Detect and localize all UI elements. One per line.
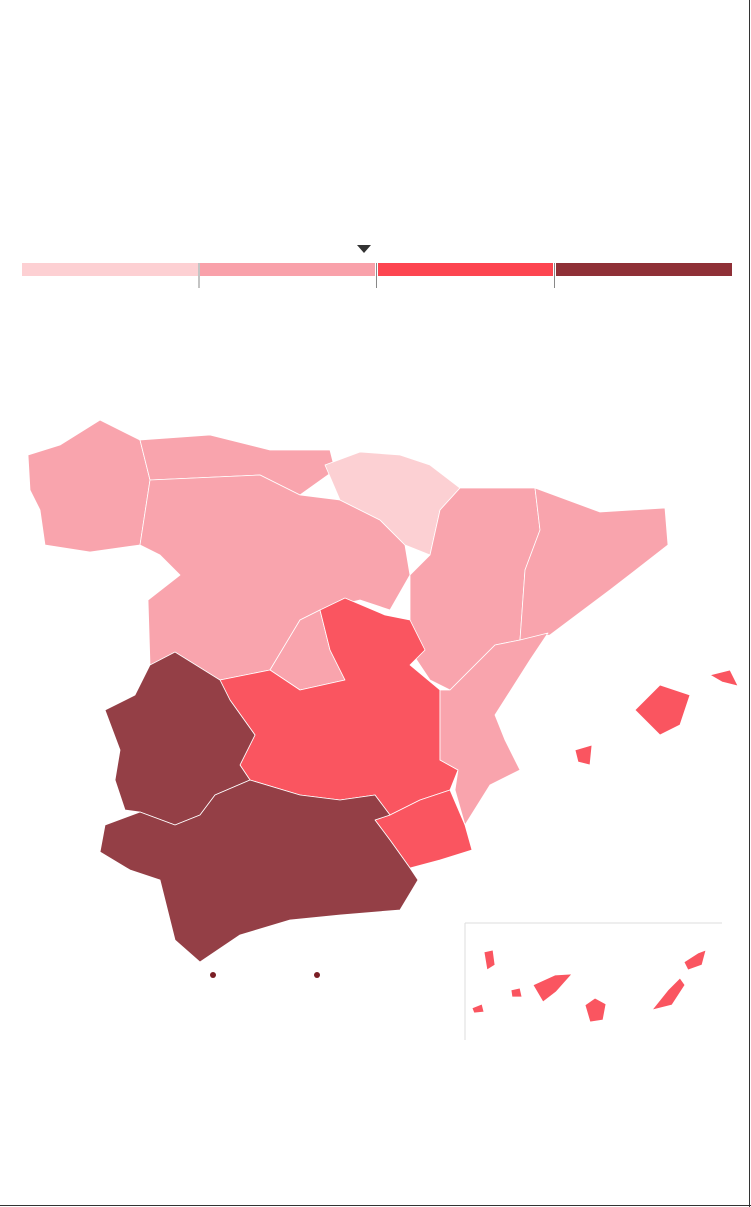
scale-step <box>200 263 375 276</box>
region <box>439 632 549 826</box>
city-dot <box>314 972 320 978</box>
region <box>651 977 686 1011</box>
region <box>574 744 593 766</box>
region <box>532 973 573 1003</box>
region <box>709 669 739 687</box>
region <box>483 949 496 971</box>
scale-step <box>22 263 198 276</box>
map <box>27 419 739 963</box>
scale-step <box>378 263 553 276</box>
region <box>634 684 691 736</box>
scale-pointer <box>357 245 371 253</box>
region <box>519 487 669 641</box>
color-scale <box>22 245 732 288</box>
city-dot <box>210 972 216 978</box>
region <box>584 997 607 1023</box>
region <box>683 949 707 971</box>
region <box>99 779 419 963</box>
region <box>510 987 523 998</box>
region <box>471 1003 485 1014</box>
canary-inset <box>464 922 722 1040</box>
scale-step <box>556 263 732 276</box>
